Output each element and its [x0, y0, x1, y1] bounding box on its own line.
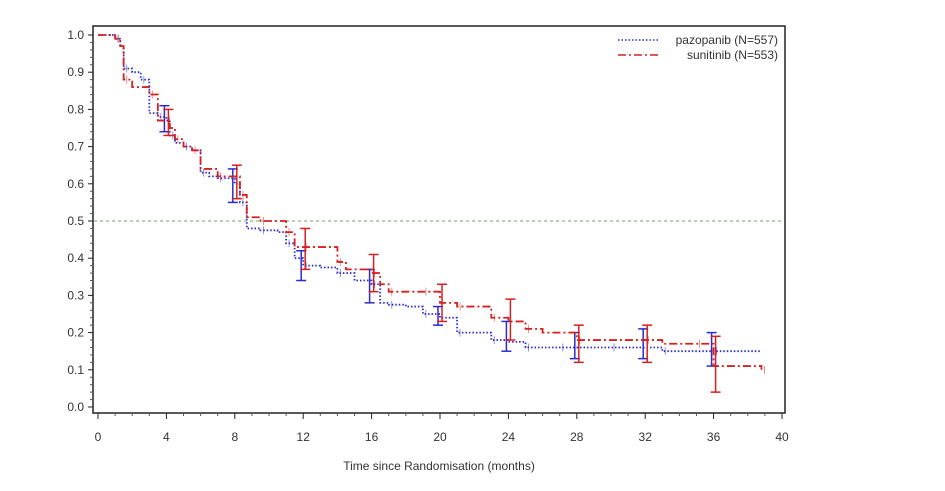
y-tick-label: 0.9	[67, 65, 84, 79]
series-sunitinib	[98, 34, 765, 393]
x-tick-label: 16	[365, 430, 379, 444]
legend-label-sunitinib: sunitinib (N=553)	[687, 48, 778, 62]
legend: pazopanib (N=557) sunitinib (N=553)	[618, 33, 778, 62]
series-layer	[98, 34, 765, 393]
ci-error-bar	[710, 335, 721, 393]
ci-error-bar	[368, 253, 379, 293]
x-tick-label: 4	[163, 430, 170, 444]
x-tick-label: 8	[231, 430, 238, 444]
y-tick-label: 0.1	[67, 363, 84, 377]
ci-error-bar	[505, 298, 516, 341]
y-tick-label: 0.5	[67, 214, 84, 228]
y-tick-label: 0.4	[67, 251, 84, 265]
y-tick-label: 0.7	[67, 140, 84, 154]
x-tick-label: 0	[95, 430, 102, 444]
ci-error-bar	[642, 324, 653, 364]
x-tick-label: 24	[502, 430, 516, 444]
y-tick-label: 1.0	[67, 28, 84, 42]
legend-label-pazopanib: pazopanib (N=557)	[676, 33, 778, 47]
y-tick-label: 0.6	[67, 177, 84, 191]
x-tick-label: 36	[707, 430, 721, 444]
y-tick-label: 0.3	[67, 288, 84, 302]
ci-error-bar	[231, 164, 242, 200]
x-tick-label: 28	[570, 430, 584, 444]
x-tick-label: 40	[775, 430, 789, 444]
x-axis-title: Time since Randomisation (months)	[343, 459, 535, 473]
x-tick-label: 12	[297, 430, 311, 444]
plot-frame	[92, 25, 786, 414]
ci-error-bar	[163, 108, 174, 137]
x-tick-label: 32	[639, 430, 653, 444]
ci-error-bar	[573, 324, 584, 364]
y-axis: 0.0 0.1 0.2 0.3 0.4 0.5 0.6 0.7 0.8 0.9 1.0	[67, 28, 93, 414]
y-tick-label: 0.2	[67, 326, 84, 340]
x-tick-label: 20	[433, 430, 447, 444]
x-axis: 0 4 8 12 16 20 24 28 32 36 40	[95, 413, 789, 444]
ci-error-bar	[437, 283, 447, 323]
y-tick-label: 0.8	[67, 102, 84, 116]
ci-error-bar	[300, 227, 311, 271]
survival-curve	[98, 34, 763, 370]
y-tick-label: 0.0	[67, 400, 84, 414]
